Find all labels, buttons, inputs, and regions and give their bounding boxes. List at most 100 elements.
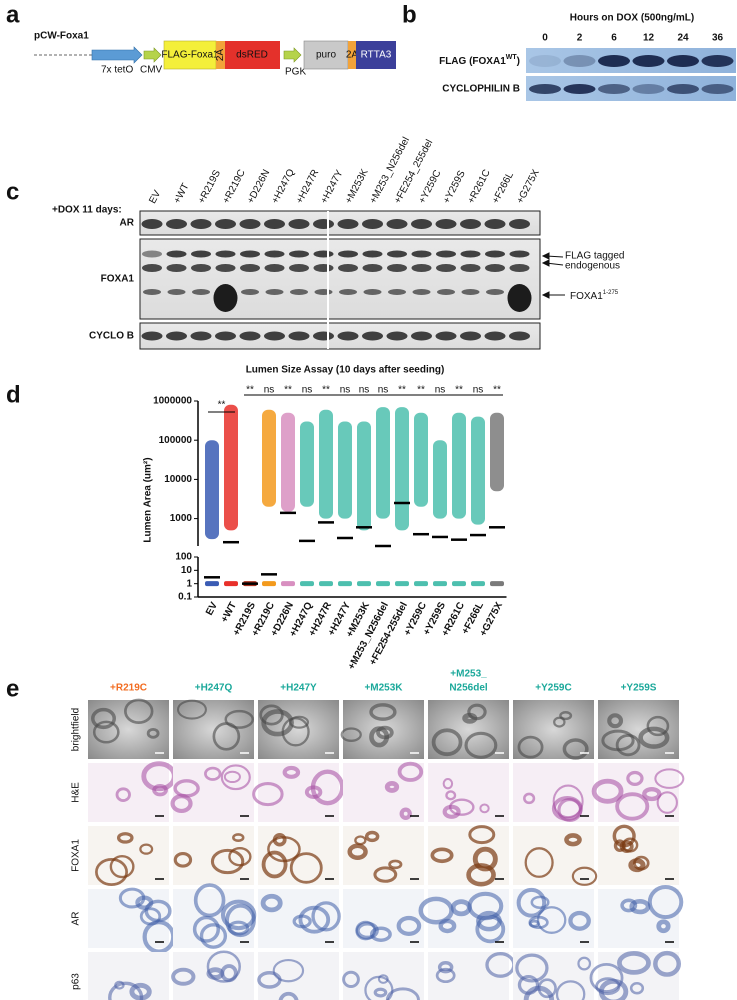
element-label: 7x tetO (101, 65, 133, 76)
floor-dots (357, 581, 371, 587)
tissue (388, 859, 403, 870)
band (240, 250, 260, 258)
band (598, 55, 630, 67)
tissue (591, 778, 624, 804)
tissue (468, 825, 496, 845)
band (411, 219, 432, 229)
dot-strip (414, 412, 428, 507)
band (191, 250, 211, 258)
tissue (115, 787, 131, 802)
band (215, 264, 236, 272)
y-tick-label: 100 (175, 552, 192, 563)
band (701, 84, 734, 94)
panel-letter: b (402, 1, 417, 28)
band (363, 289, 382, 295)
band (460, 264, 481, 272)
tissue (212, 722, 241, 751)
band (485, 264, 505, 272)
tissue (628, 858, 646, 873)
image-grid: +R219C +H247Q +H247Y +M253K +M253_ N256del +Y2… (71, 669, 685, 1000)
band (239, 331, 261, 341)
tissue (462, 712, 478, 724)
band (484, 331, 506, 341)
band (362, 264, 383, 272)
tissue (475, 914, 506, 944)
band (338, 250, 358, 258)
significance: ns (473, 385, 484, 396)
significance: ns (302, 385, 313, 396)
tissue (598, 978, 629, 1000)
tissue (252, 782, 284, 807)
lane-label: +R219C (221, 168, 248, 206)
band (386, 331, 408, 341)
y-tick-label: 1 (186, 578, 192, 589)
floor-dots (262, 581, 276, 587)
micrograph (258, 700, 339, 759)
tissue (626, 770, 644, 786)
band (388, 289, 406, 295)
label-part: ) (517, 56, 520, 67)
tissue (342, 970, 360, 988)
band-annotation: FLAG tagged (565, 251, 624, 262)
tissue (173, 851, 193, 868)
lane-label: +D226N (245, 168, 272, 206)
significance: ns (340, 385, 351, 396)
tissue (257, 971, 282, 989)
tissue (364, 830, 380, 843)
tissue (282, 765, 301, 779)
tissue (192, 915, 221, 943)
tissue (384, 780, 400, 793)
tissue (435, 967, 456, 984)
tissue (646, 715, 670, 737)
floor-dots (471, 581, 485, 587)
tissue (91, 707, 116, 730)
tissue (369, 703, 397, 721)
tissue (629, 981, 645, 995)
micrograph (513, 700, 594, 759)
tissue (620, 898, 638, 913)
band (435, 219, 457, 229)
band (337, 219, 359, 229)
panel-letter: c (6, 178, 19, 205)
column-label: +H247Y (280, 683, 317, 694)
lane-label: EV (147, 188, 163, 205)
tissue (347, 843, 368, 860)
tissue (464, 731, 498, 759)
band-arrows (541, 252, 565, 299)
band (313, 264, 334, 272)
lane-label: +WT (172, 182, 192, 206)
tissue (373, 866, 398, 883)
row-label: brightfield (71, 708, 82, 751)
band (701, 55, 734, 67)
tissue (204, 766, 222, 781)
tissue (176, 699, 207, 720)
element-label: 2A (346, 50, 359, 61)
tissue (437, 961, 454, 974)
tissue (442, 778, 454, 790)
band (240, 264, 260, 272)
tissue (516, 887, 547, 918)
element-label: puro (316, 50, 336, 61)
dot-strip (376, 407, 390, 519)
dot-strip (395, 407, 409, 531)
blot-label: FOXA1 (101, 274, 135, 285)
band (412, 289, 431, 295)
micrograph (258, 889, 339, 948)
band (166, 219, 187, 229)
significance: ** (455, 385, 463, 396)
tissue (613, 839, 626, 853)
tissue (399, 807, 412, 821)
significance: ** (398, 385, 406, 396)
band (265, 289, 284, 295)
band (190, 331, 212, 341)
column-label: +R219C (110, 683, 147, 694)
band (264, 250, 285, 258)
tissue (281, 717, 310, 747)
band (141, 219, 163, 229)
tissue (124, 698, 154, 725)
band (264, 219, 285, 229)
tissue (656, 919, 671, 934)
tissue (568, 910, 591, 931)
band (288, 219, 310, 229)
